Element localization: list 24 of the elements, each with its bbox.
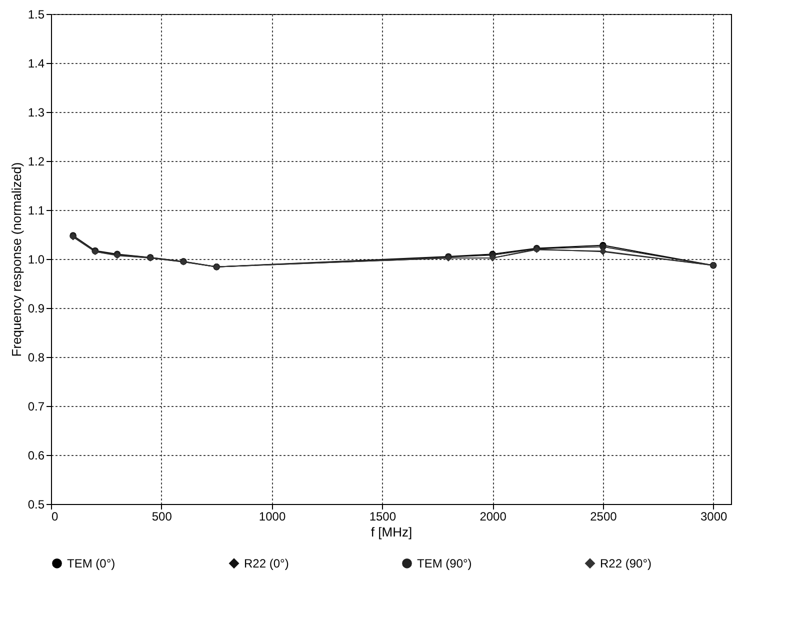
x-tick-label: 0 (52, 510, 58, 524)
x-tick-label: 1500 (369, 510, 396, 524)
legend-label: TEM (0°) (67, 556, 116, 570)
y-tick-label: 0.5 (28, 498, 45, 512)
x-axis-title: f [MHz] (370, 524, 412, 540)
y-tick-label: 1.2 (28, 154, 45, 168)
y-tick-label: 1.4 (28, 56, 45, 70)
x-tick-label: 1000 (258, 510, 286, 524)
legend-label: TEM (90°) (417, 556, 472, 570)
x-tick-label: 3000 (700, 510, 728, 524)
y-axis-title: Frequency response (normalized) (8, 162, 24, 357)
x-tick-label: 2000 (480, 510, 507, 524)
legend-label: R22 (90°) (600, 556, 652, 570)
y-tick-label: 1.0 (28, 252, 45, 266)
y-tick-label: 0.9 (28, 302, 45, 316)
legend-label: R22 (0°) (244, 556, 289, 570)
x-tick-label: 2500 (590, 510, 618, 524)
y-tick-label: 0.6 (28, 448, 45, 462)
y-tick-label: 0.8 (28, 350, 45, 364)
y-tick-label: 1.3 (28, 106, 45, 120)
x-tick-label: 500 (152, 510, 172, 524)
y-tick-label: 0.7 (28, 400, 45, 414)
y-tick-label: 1.5 (28, 8, 45, 22)
y-tick-label: 1.1 (28, 204, 45, 218)
